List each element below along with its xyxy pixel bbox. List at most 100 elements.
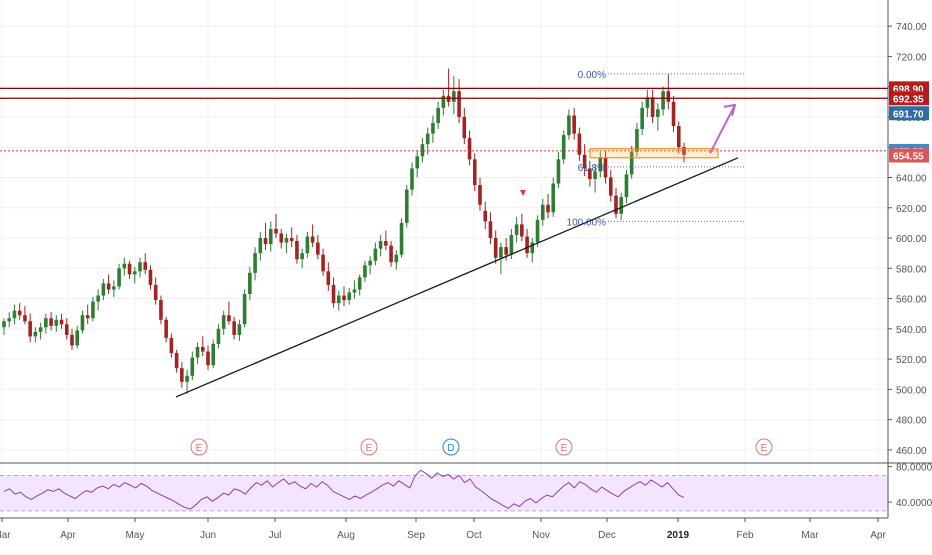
candle-body[interactable] — [310, 236, 315, 243]
candle-body[interactable] — [656, 109, 660, 117]
candle-body[interactable] — [190, 357, 195, 376]
candle-body[interactable] — [268, 228, 273, 245]
candle-body[interactable] — [185, 375, 189, 382]
rsi-line[interactable] — [3, 469, 685, 510]
candle-body[interactable] — [253, 253, 257, 273]
candle-body[interactable] — [336, 295, 341, 304]
candle-body[interactable] — [211, 343, 216, 366]
candle-body[interactable] — [143, 262, 148, 270]
candle-body[interactable] — [514, 224, 519, 235]
candle-body[interactable] — [420, 144, 425, 157]
candle-body[interactable] — [629, 151, 634, 175]
candle-body[interactable] — [577, 133, 582, 155]
candle-body[interactable] — [232, 321, 236, 335]
candle-body[interactable] — [117, 268, 121, 287]
candle-body[interactable] — [200, 346, 205, 352]
candle-body[interactable] — [530, 242, 535, 254]
candle-body[interactable] — [242, 294, 247, 325]
candle-body[interactable] — [237, 324, 242, 335]
candle-body[interactable] — [352, 289, 357, 293]
candle-body[interactable] — [410, 168, 414, 190]
candle-body[interactable] — [588, 168, 592, 180]
candle-body[interactable] — [305, 236, 310, 254]
candle-body[interactable] — [80, 315, 85, 331]
candle-body[interactable] — [357, 277, 362, 290]
projection-arrow[interactable] — [709, 104, 736, 154]
candle-body[interactable] — [101, 283, 106, 296]
candle-body[interactable] — [75, 330, 80, 346]
candle-body[interactable] — [316, 242, 320, 255]
candle-body[interactable] — [614, 195, 618, 214]
candle-body[interactable] — [593, 171, 597, 180]
candle-body[interactable] — [452, 91, 456, 102]
candle-body[interactable] — [488, 221, 493, 239]
candle-body[interactable] — [404, 189, 409, 223]
candle-body[interactable] — [248, 272, 252, 295]
candle-body[interactable] — [535, 219, 540, 243]
candle-body[interactable] — [436, 107, 440, 124]
candle-body[interactable] — [159, 300, 163, 320]
earnings-event-icon[interactable]: E — [190, 438, 208, 456]
candle-body[interactable] — [561, 135, 566, 160]
candle-body[interactable] — [378, 241, 383, 249]
candle-body[interactable] — [70, 334, 74, 346]
candle-body[interactable] — [216, 328, 221, 344]
candle-body[interactable] — [431, 123, 435, 134]
candle-body[interactable] — [572, 115, 576, 134]
candle-body[interactable] — [85, 315, 90, 319]
candle-body[interactable] — [227, 315, 231, 322]
candle-body[interactable] — [661, 91, 665, 110]
candle-body[interactable] — [493, 238, 498, 258]
candle-body[interactable] — [389, 245, 393, 263]
candle-body[interactable] — [106, 283, 111, 290]
candle-body[interactable] — [666, 91, 671, 102]
candle-body[interactable] — [38, 327, 43, 332]
candle-body[interactable] — [132, 271, 137, 275]
candle-body[interactable] — [556, 159, 561, 184]
candle-body[interactable] — [624, 174, 629, 198]
candle-body[interactable] — [28, 321, 32, 337]
candle-body[interactable] — [546, 204, 550, 213]
price-tag[interactable]: 654.55 — [889, 148, 929, 163]
candle-body[interactable] — [112, 286, 116, 290]
candle-body[interactable] — [472, 159, 477, 186]
candle-body[interactable] — [326, 271, 331, 285]
candle-body[interactable] — [525, 236, 529, 254]
candle-body[interactable] — [164, 319, 168, 338]
candle-body[interactable] — [122, 263, 127, 269]
candle-body[interactable] — [347, 292, 352, 301]
candle-body[interactable] — [363, 265, 367, 278]
candle-body[interactable] — [96, 295, 100, 302]
candle-body[interactable] — [467, 138, 472, 160]
candle-body[interactable] — [300, 253, 304, 260]
candle-body[interactable] — [373, 248, 378, 261]
candle-body[interactable] — [462, 116, 467, 139]
candle-body[interactable] — [33, 331, 38, 337]
candle-body[interactable] — [127, 263, 132, 275]
candle-body[interactable] — [368, 260, 372, 266]
candle-body[interactable] — [174, 353, 179, 369]
candle-body[interactable] — [12, 310, 17, 319]
candle-body[interactable] — [399, 222, 404, 255]
price-tag[interactable]: 692.35 — [889, 91, 929, 106]
candle-body[interactable] — [206, 351, 210, 366]
candle-body[interactable] — [640, 107, 644, 130]
candle-body[interactable] — [671, 101, 676, 127]
candle-body[interactable] — [608, 177, 613, 196]
candle-body[interactable] — [598, 157, 603, 172]
candle-body[interactable] — [195, 346, 200, 358]
candle-body[interactable] — [138, 262, 142, 272]
candle-body[interactable] — [331, 284, 336, 304]
candle-body[interactable] — [17, 310, 22, 316]
candle-body[interactable] — [180, 368, 184, 382]
candle-body[interactable] — [148, 269, 153, 285]
candle-body[interactable] — [54, 319, 59, 326]
candle-body[interactable] — [384, 241, 388, 246]
candle-body[interactable] — [2, 321, 6, 328]
candle-body[interactable] — [64, 324, 69, 335]
candle-body[interactable] — [263, 238, 268, 245]
candle-body[interactable] — [551, 183, 556, 213]
earnings-event-icon[interactable]: E — [755, 438, 773, 456]
candle-body[interactable] — [441, 95, 446, 108]
